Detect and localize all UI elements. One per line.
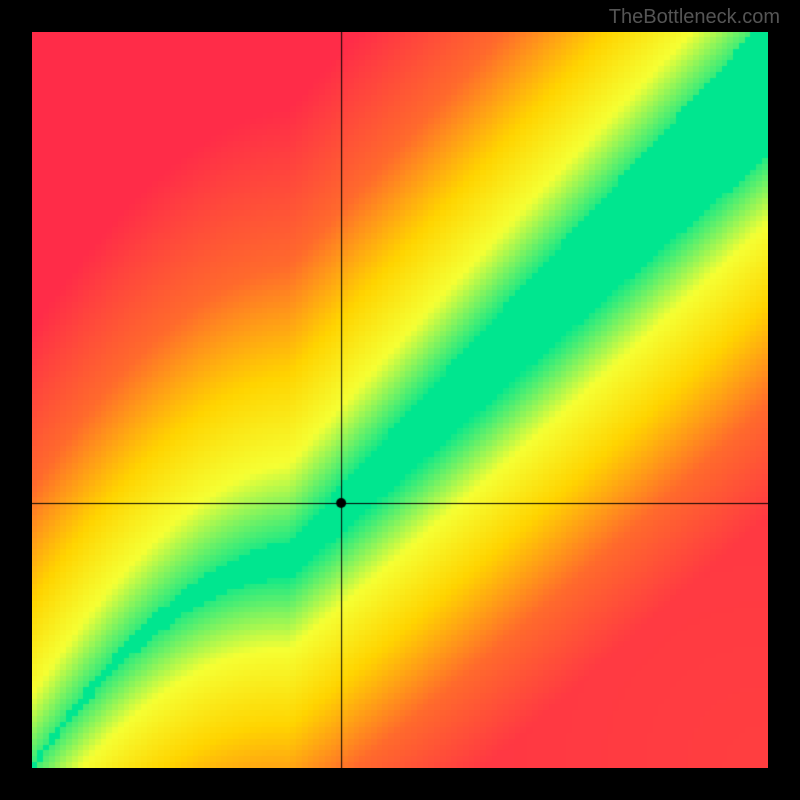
chart-container: TheBottleneck.com xyxy=(0,0,800,800)
heatmap-canvas xyxy=(32,32,768,768)
watermark-text: TheBottleneck.com xyxy=(609,6,780,29)
plot-area xyxy=(32,32,768,768)
